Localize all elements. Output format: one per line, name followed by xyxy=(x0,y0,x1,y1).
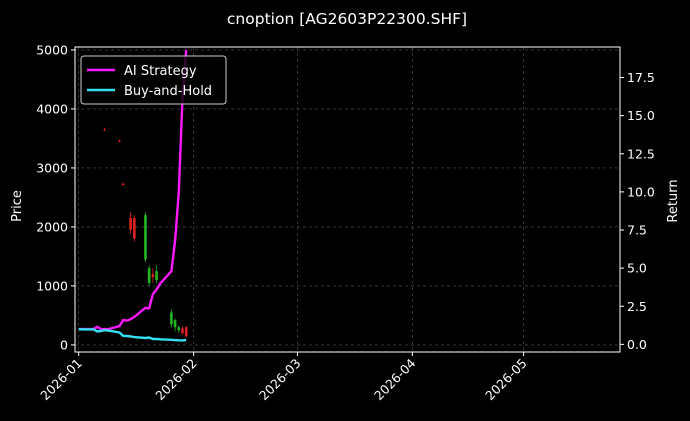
candle-body xyxy=(155,271,158,281)
y2-tick-label: 2.5 xyxy=(627,299,647,314)
candle-body xyxy=(151,274,155,278)
candle-body xyxy=(133,218,136,239)
y-tick-label: 0 xyxy=(60,337,68,352)
y2-tick-label: 0.0 xyxy=(627,337,647,352)
legend-frame xyxy=(80,55,227,105)
chart-title: cnoption [AG2603P22300.SHF] xyxy=(227,10,467,28)
candle-body xyxy=(170,312,173,325)
y2-axis-label: Return xyxy=(666,179,681,222)
candle-body xyxy=(118,140,121,142)
y2-tick-label: 5.0 xyxy=(627,261,647,276)
y-tick-label: 4000 xyxy=(36,101,68,116)
candle-body xyxy=(103,129,106,131)
y-tick-label: 3000 xyxy=(36,160,68,175)
y-tick-label: 5000 xyxy=(36,42,68,57)
legend: AI Strategy Buy-and-Hold xyxy=(80,55,227,105)
series-lines xyxy=(78,50,188,342)
buy-and-hold-line xyxy=(78,327,187,342)
legend-label-ai-strategy: AI Strategy xyxy=(124,64,197,79)
y2-tick-label: 10.0 xyxy=(627,184,655,199)
candle-body xyxy=(147,268,151,283)
candle-body xyxy=(181,328,184,334)
candle-body xyxy=(121,183,125,185)
y-axis-label: Price xyxy=(10,190,25,222)
y-tick-label: 2000 xyxy=(36,219,68,234)
candle-body xyxy=(173,320,177,328)
ai-strategy-line xyxy=(78,50,188,331)
y2-tick-label: 7.5 xyxy=(627,223,647,238)
legend-label-buy-and-hold: Buy-and-Hold xyxy=(124,84,212,99)
grid xyxy=(75,47,620,352)
y2-tick-label: 12.5 xyxy=(627,146,655,161)
candle-body xyxy=(144,215,147,260)
plot-frame xyxy=(74,46,621,353)
candle-body xyxy=(177,327,181,331)
y-tick-label: 1000 xyxy=(36,278,68,293)
candles xyxy=(103,127,188,338)
y2-tick-label: 17.5 xyxy=(627,70,655,85)
y2-tick-label: 15.0 xyxy=(627,108,655,123)
candle-body xyxy=(184,327,188,337)
candle-body xyxy=(129,218,132,230)
